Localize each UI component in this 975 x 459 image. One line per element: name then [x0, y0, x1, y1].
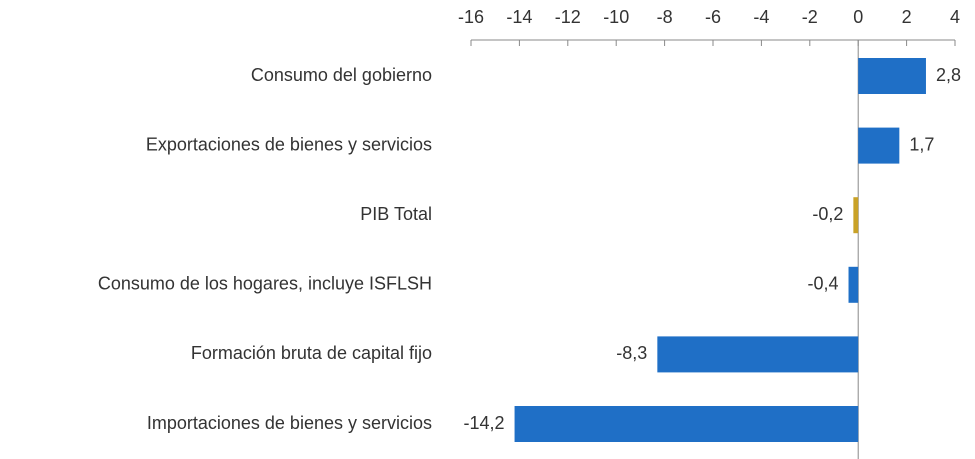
category-label: Importaciones de bienes y servicios — [147, 413, 432, 433]
value-label: -14,2 — [464, 413, 505, 433]
bar — [858, 58, 926, 94]
x-tick-label: -6 — [705, 7, 721, 27]
x-tick-label: 4 — [950, 7, 960, 27]
bar — [848, 266, 859, 303]
category-label: Consumo del gobierno — [251, 65, 432, 85]
category-label: Consumo de los hogares, incluye ISFLSH — [98, 274, 432, 294]
x-tick-label: 2 — [902, 7, 912, 27]
category-label: Exportaciones de bienes y servicios — [146, 134, 432, 154]
x-tick-label: -14 — [506, 7, 532, 27]
x-tick-label: -4 — [753, 7, 769, 27]
x-tick-label: -2 — [802, 7, 818, 27]
category-label: Formación bruta de capital fijo — [191, 343, 432, 363]
x-tick-label: 0 — [853, 7, 863, 27]
bar — [514, 406, 859, 442]
value-label: 1,7 — [909, 134, 934, 154]
x-tick-label: -12 — [555, 7, 581, 27]
bar — [858, 127, 900, 164]
value-label: -0,2 — [812, 204, 843, 224]
value-label: -0,4 — [807, 274, 838, 294]
value-label: -8,3 — [616, 343, 647, 363]
value-label: 2,8 — [936, 65, 961, 85]
x-tick-label: -16 — [458, 7, 484, 27]
bar — [657, 336, 859, 373]
bar — [853, 197, 859, 234]
category-label: PIB Total — [360, 204, 432, 224]
x-tick-label: -10 — [603, 7, 629, 27]
x-tick-label: -8 — [657, 7, 673, 27]
